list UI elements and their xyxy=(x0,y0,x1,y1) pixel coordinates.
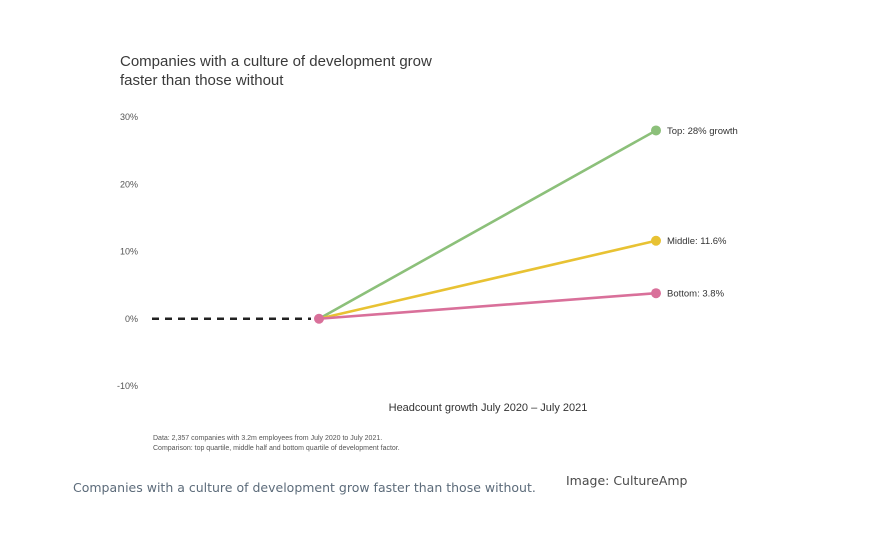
series-line-bottom xyxy=(317,291,658,321)
series-endpoint-middle xyxy=(651,235,661,246)
series-endpoint-bottom xyxy=(651,288,661,299)
series-line-top xyxy=(317,129,658,321)
image-caption: Companies with a culture of development … xyxy=(73,480,536,495)
chart-figure: Companies with a culture of development … xyxy=(117,53,738,454)
origin-point xyxy=(314,313,324,324)
series-label-top: Top: 28% growth xyxy=(667,126,738,137)
y-tick-label: 10% xyxy=(120,247,138,257)
data-note: Data: 2,357 companies with 3.2m employee… xyxy=(153,434,553,454)
series-endpoint-top xyxy=(651,125,661,136)
y-tick-label: -10% xyxy=(117,381,138,391)
chart-title: Companies with a culture of development … xyxy=(120,53,432,89)
series-group: Top: 28% growth Middle: 11.6% Bottom: 3.8% xyxy=(314,125,738,324)
y-tick-label: 0% xyxy=(125,314,138,324)
y-tick-label: 30% xyxy=(120,112,138,122)
comparison-note-line: Comparison: top quartile, middle half an… xyxy=(153,445,400,452)
data-note-line: Data: 2,357 companies with 3.2m employee… xyxy=(153,435,383,442)
image-credit: Image: CultureAmp xyxy=(566,473,688,488)
series-label-middle: Middle: 11.6% xyxy=(667,236,727,247)
y-tick-label: 20% xyxy=(120,179,138,189)
x-axis-label: Headcount growth July 2020 – July 2021 xyxy=(389,402,588,414)
series-label-bottom: Bottom: 3.8% xyxy=(667,289,725,300)
series-line-middle xyxy=(317,239,658,321)
y-axis: 30% 20% 10% 0% -10% xyxy=(117,112,138,391)
line-chart: 30% 20% 10% 0% -10% Top: 28% growth Middle: 1… xyxy=(117,112,738,414)
